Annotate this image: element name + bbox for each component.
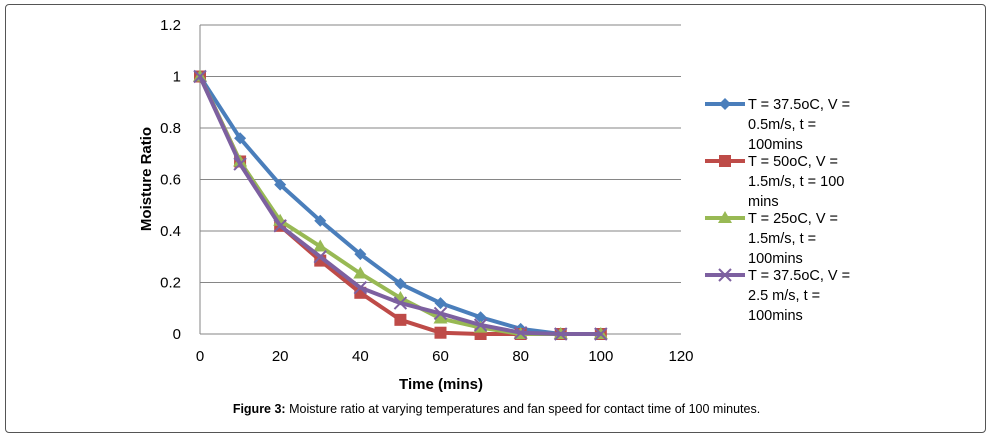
data-point — [554, 327, 568, 341]
legend-label-line: 1.5m/s, t = 100 — [748, 174, 844, 190]
legend-label-line: 100mins — [748, 251, 803, 267]
data-point — [473, 318, 488, 332]
data-point — [719, 155, 731, 167]
legend-label-line: T = 50oC, V = — [748, 154, 838, 170]
data-point — [353, 266, 368, 279]
legend-label-line: mins — [748, 194, 779, 210]
x-tick-label: 60 — [432, 348, 449, 365]
figure-frame — [5, 4, 986, 433]
legend-label-line: 0.5m/s, t = — [748, 117, 816, 133]
data-point — [313, 250, 327, 264]
data-point — [434, 326, 447, 339]
y-tick-label: 0.4 — [160, 223, 181, 240]
x-tick-label: 40 — [352, 348, 369, 365]
y-tick-label: 0 — [173, 326, 181, 343]
series-4 — [193, 69, 608, 341]
legend-label-line: T = 25oC, V = — [748, 211, 838, 227]
caption-label: Figure 3: — [232, 402, 286, 416]
y-tick-label: 0.2 — [160, 275, 181, 292]
data-point — [433, 306, 448, 321]
legend-entry: T = 37.5oC, V = 2.5 m/s, t = 100mins — [705, 268, 850, 324]
legend-label-line: T = 37.5oC, V = — [748, 97, 850, 113]
data-point — [394, 277, 407, 290]
data-point — [718, 268, 732, 282]
data-point — [718, 211, 732, 223]
legend-label-line: T = 37.5oC, V = — [748, 268, 850, 284]
data-point — [719, 98, 731, 110]
legend-entry: T = 50oC, V = 1.5m/s, t = 100 mins — [705, 154, 844, 210]
x-tick-label: 120 — [668, 348, 693, 365]
data-point — [274, 178, 287, 191]
y-tick-labels: 0 0.2 0.4 0.6 0.8 1 1.2 — [160, 17, 181, 343]
caption-text: Moisture ratio at varying temperatures a… — [289, 402, 761, 416]
x-tick-labels: 0 20 40 60 80 100 120 — [196, 348, 694, 365]
y-tick-label: 1.2 — [160, 17, 181, 34]
data-point — [393, 296, 408, 310]
data-point — [394, 313, 407, 326]
x-tick-label: 100 — [588, 348, 613, 365]
data-point — [233, 157, 247, 171]
legend-label-line: 100mins — [748, 308, 803, 324]
x-tick-label: 80 — [512, 348, 529, 365]
legend-label-line: 2.5 m/s, t = — [748, 288, 820, 304]
data-point — [314, 214, 327, 227]
data-point — [434, 297, 447, 310]
x-axis-title: Time (mins) — [399, 376, 483, 393]
series-group — [193, 69, 608, 341]
data-point — [354, 248, 367, 261]
moisture-ratio-chart: 0 0.2 0.4 0.6 0.8 1 1.2 0 20 40 60 80 100 120 T = 37… — [138, 17, 850, 393]
data-point — [273, 219, 287, 233]
y-tick-label: 0.8 — [160, 120, 181, 137]
legend-label-line: 1.5m/s, t = — [748, 231, 816, 247]
data-point — [313, 239, 328, 252]
x-tick-label: 20 — [272, 348, 289, 365]
data-point — [513, 326, 528, 340]
data-point — [193, 69, 207, 84]
x-tick-label: 0 — [196, 348, 204, 365]
data-point — [234, 132, 247, 145]
legend-entry: T = 37.5oC, V = 0.5m/s, t = 100mins — [705, 97, 850, 153]
series-3 — [193, 69, 608, 339]
y-tick-label: 1 — [173, 69, 181, 86]
figure-caption: Figure 3: Moisture ratio at varying temp… — [0, 402, 993, 416]
y-tick-label: 0.6 — [160, 172, 181, 189]
data-point — [314, 254, 327, 267]
y-axis-title: Moisture Ratio — [138, 127, 155, 231]
legend-entry: T = 25oC, V = 1.5m/s, t = 100mins — [705, 211, 838, 267]
data-point — [594, 327, 608, 341]
grid-lines — [199, 24, 681, 335]
data-point — [474, 311, 487, 324]
legend-label-line: 100mins — [748, 137, 803, 153]
data-point — [433, 311, 448, 324]
data-point — [353, 280, 368, 295]
